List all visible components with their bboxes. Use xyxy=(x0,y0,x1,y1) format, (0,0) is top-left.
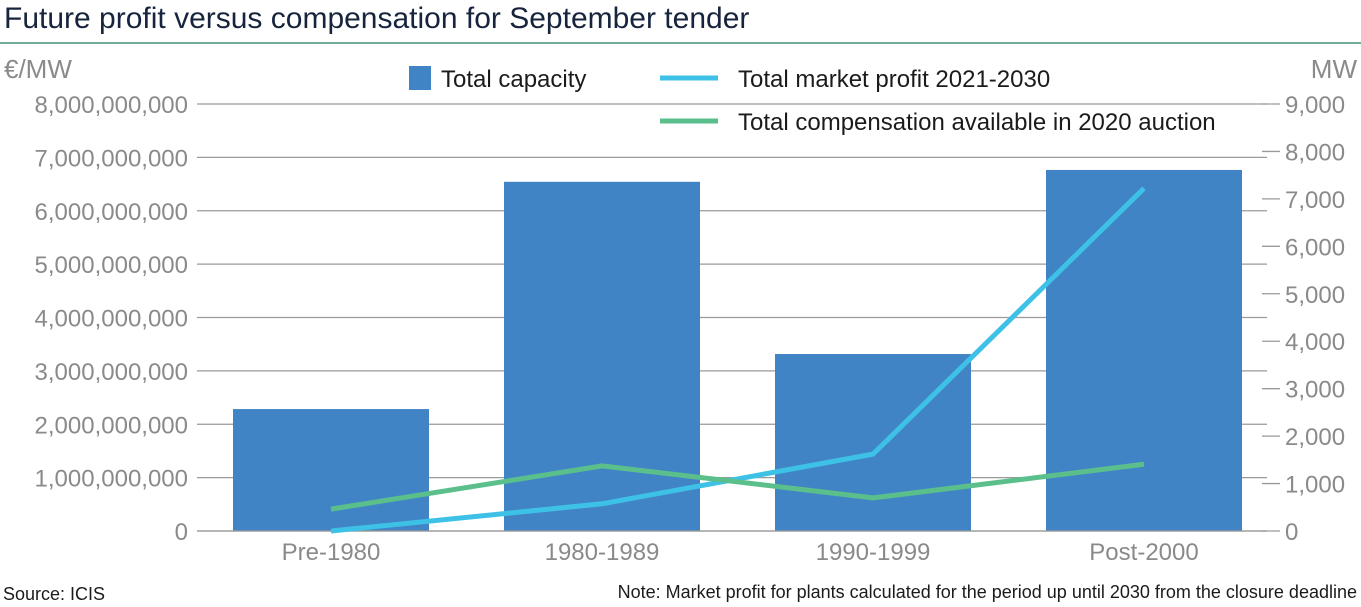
left-tick-label: 5,000,000,000 xyxy=(35,252,188,279)
right-tick-label: 4,000 xyxy=(1285,329,1345,356)
left-tick-label: 3,000,000,000 xyxy=(35,359,188,386)
right-tick-label: 0 xyxy=(1285,519,1298,546)
left-tick-label: 0 xyxy=(175,519,188,546)
legend-label-compensation: Total compensation available in 2020 auc… xyxy=(738,109,1216,136)
legend-label-capacity: Total capacity xyxy=(441,66,586,93)
x-tick-label: Pre-1980 xyxy=(282,539,381,566)
bar-1990-1999 xyxy=(775,354,971,531)
x-tick-label: 1980-1989 xyxy=(545,539,660,566)
left-tick-label: 2,000,000,000 xyxy=(35,412,188,439)
market-profit-line xyxy=(330,186,1146,534)
source-note: Source: ICIS xyxy=(3,584,105,604)
left-tick-label: 7,000,000,000 xyxy=(35,145,188,172)
right-axis-label: MW xyxy=(1311,54,1358,84)
right-tick-label: 5,000 xyxy=(1285,282,1345,309)
right-tick-label: 8,000 xyxy=(1285,139,1345,166)
left-tick-label: 1,000,000,000 xyxy=(35,466,188,493)
compensation-line xyxy=(330,461,1145,512)
x-tick-label: 1990-1999 xyxy=(816,539,931,566)
left-tick-label: 6,000,000,000 xyxy=(35,199,188,226)
x-tick-label: Post-2000 xyxy=(1089,539,1198,566)
chart-title: Future profit versus compensation for Se… xyxy=(4,2,750,35)
left-axis-label: €/MW xyxy=(4,54,72,84)
title-divider xyxy=(0,42,1361,44)
bar-pre-1980 xyxy=(233,409,429,531)
right-tick-label: 7,000 xyxy=(1285,187,1345,214)
right-tick-label: 9,000 xyxy=(1285,92,1345,119)
right-tick-label: 6,000 xyxy=(1285,234,1345,261)
right-tick-label: 1,000 xyxy=(1285,472,1345,499)
left-tick-label: 8,000,000,000 xyxy=(35,92,188,119)
legend-swatch-capacity xyxy=(409,66,431,90)
left-tick-label: 4,000,000,000 xyxy=(35,306,188,333)
legend-label-profit: Total market profit 2021-2030 xyxy=(738,66,1050,93)
footnote: Note: Market profit for plants calculate… xyxy=(618,582,1357,602)
right-tick-label: 2,000 xyxy=(1285,424,1345,451)
right-tick-label: 3,000 xyxy=(1285,377,1345,404)
bar-post-2000 xyxy=(1046,169,1242,531)
